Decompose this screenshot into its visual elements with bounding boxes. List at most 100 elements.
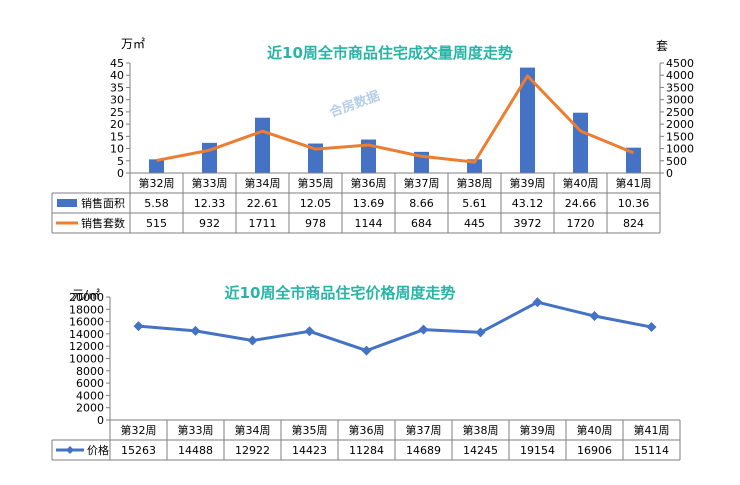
chart2-tick-label: 12000: [69, 340, 104, 353]
legend-label-sales-units: 销售套数: [81, 216, 125, 230]
chart1-right-tick-label: 4500: [666, 57, 694, 70]
chart2-tick-label: 14000: [69, 328, 104, 341]
chart2-unit: 元/㎡: [72, 288, 100, 302]
chart1-units-value: 1720: [567, 217, 595, 230]
chart1-right-tick-label: 500: [666, 155, 687, 168]
chart1-left-tick-label: 25: [110, 106, 124, 119]
chart1-category-label: 第36周: [351, 176, 387, 190]
chart1-left-unit: 万㎡: [121, 37, 145, 51]
chart2-price-value: 15114: [634, 444, 669, 457]
chart1-area-value: 8.66: [409, 197, 434, 210]
line-price-point: [532, 297, 543, 308]
chart1-right-unit: 套: [656, 39, 668, 53]
chart1-right-tick-label: 1000: [666, 143, 694, 156]
chart1-units-value: 932: [199, 217, 220, 230]
chart2-category-label: 第41周: [634, 423, 670, 437]
chart2-price-value: 16906: [577, 444, 612, 457]
chart2-tick-label: 18000: [69, 303, 104, 316]
chart1-left-tick-label: 0: [117, 167, 124, 180]
chart1-plot: 0510152025303540450500100015002000250030…: [51, 57, 694, 234]
chart2-price-value: 12922: [235, 444, 270, 457]
chart2-price-value: 15263: [121, 444, 156, 457]
chart2-tick-label: 4000: [76, 389, 104, 402]
bar-sales-area: [149, 159, 164, 173]
line-price-point: [589, 311, 600, 322]
chart1-area-value: 12.05: [300, 197, 332, 210]
chart1-area-value: 24.66: [565, 197, 597, 210]
chart1-right-tick-label: 4000: [666, 69, 694, 82]
chart1-area-value: 13.69: [353, 197, 385, 210]
chart2-price-value: 19154: [520, 444, 555, 457]
line-price-point: [247, 335, 258, 346]
line-price-point: [304, 326, 315, 337]
watermark: 合房数据: [327, 88, 381, 121]
chart2-category-label: 第39周: [520, 423, 556, 437]
chart1-category-label: 第40周: [563, 176, 599, 190]
chart1-right-tick-label: 3000: [666, 94, 694, 107]
chart1-category-label: 第33周: [192, 176, 228, 190]
chart2-tick-label: 0: [97, 414, 104, 427]
legend-label-price: 价格: [87, 443, 109, 457]
chart2-plot: 0200040006000800010000120001400016000180…: [51, 291, 681, 461]
chart2-category-label: 第37周: [406, 423, 442, 437]
bar-sales-area: [255, 117, 270, 173]
chart1-units-value: 1711: [249, 217, 277, 230]
chart1-units-value: 3972: [514, 217, 542, 230]
chart1-left-tick-label: 30: [110, 94, 124, 107]
chart1-right-tick-label: 2000: [666, 118, 694, 131]
chart1-left-tick-label: 45: [110, 57, 124, 70]
chart2-price-value: 14423: [292, 444, 327, 457]
chart1-right-tick-label: 0: [666, 167, 673, 180]
chart1-category-label: 第39周: [510, 176, 546, 190]
chart1-area-value: 5.61: [462, 197, 487, 210]
bar-sales-area: [361, 139, 376, 173]
chart2-price-value: 14488: [178, 444, 213, 457]
chart1-left-tick-label: 40: [110, 69, 124, 82]
chart2-tick-label: 8000: [76, 365, 104, 378]
chart1-right-tick-label: 1500: [666, 130, 694, 143]
chart1-area-value: 5.58: [144, 197, 169, 210]
chart2-category-label: 第40周: [577, 423, 613, 437]
chart2-tick-label: 20000: [69, 291, 104, 304]
bar-sales-area: [626, 147, 641, 173]
chart2-category-label: 第35周: [292, 423, 328, 437]
chart2-price-value: 14689: [406, 444, 441, 457]
chart1-area-value: 22.61: [247, 197, 279, 210]
line-price-point: [646, 322, 657, 333]
chart2-category-label: 第36周: [349, 423, 385, 437]
bar-sales-area: [308, 143, 323, 173]
chart1-right-tick-label: 2500: [666, 106, 694, 119]
chart2-category-label: 第38周: [463, 423, 499, 437]
chart1-left-tick-label: 20: [110, 118, 124, 131]
chart2-category-label: 第32周: [121, 423, 157, 437]
chart2-tick-label: 2000: [76, 402, 104, 415]
chart1-units-value: 684: [411, 217, 432, 230]
line-price-point: [361, 345, 372, 356]
chart2-price-value: 14245: [463, 444, 498, 457]
chart1-area-value: 43.12: [512, 197, 544, 210]
legend-key-price-marker: [66, 446, 74, 454]
legend-label-sales-area: 销售面积: [81, 196, 125, 210]
chart1-units-value: 978: [305, 217, 326, 230]
chart1-units-value: 824: [623, 217, 644, 230]
chart2-price-value: 11284: [349, 444, 384, 457]
bar-sales-area: [573, 112, 588, 173]
chart1-category-label: 第41周: [616, 176, 652, 190]
chart1-category-label: 第34周: [245, 176, 281, 190]
chart1-units-value: 1144: [355, 217, 383, 230]
chart1-units-value: 515: [146, 217, 167, 230]
chart1-category-label: 第32周: [139, 176, 175, 190]
chart2-tick-label: 10000: [69, 353, 104, 366]
chart2-tick-label: 6000: [76, 377, 104, 390]
line-price-point: [133, 321, 144, 332]
legend-key-sales-area: [57, 199, 77, 207]
chart1-category-label: 第38周: [457, 176, 493, 190]
chart1-area-value: 12.33: [194, 197, 226, 210]
chart2-category-label: 第34周: [235, 423, 271, 437]
line-price-point: [418, 324, 429, 335]
chart2-category-label: 第33周: [178, 423, 214, 437]
chart1-left-tick-label: 10: [110, 143, 124, 156]
line-price: [138, 300, 652, 353]
chart1-category-label: 第37周: [404, 176, 440, 190]
